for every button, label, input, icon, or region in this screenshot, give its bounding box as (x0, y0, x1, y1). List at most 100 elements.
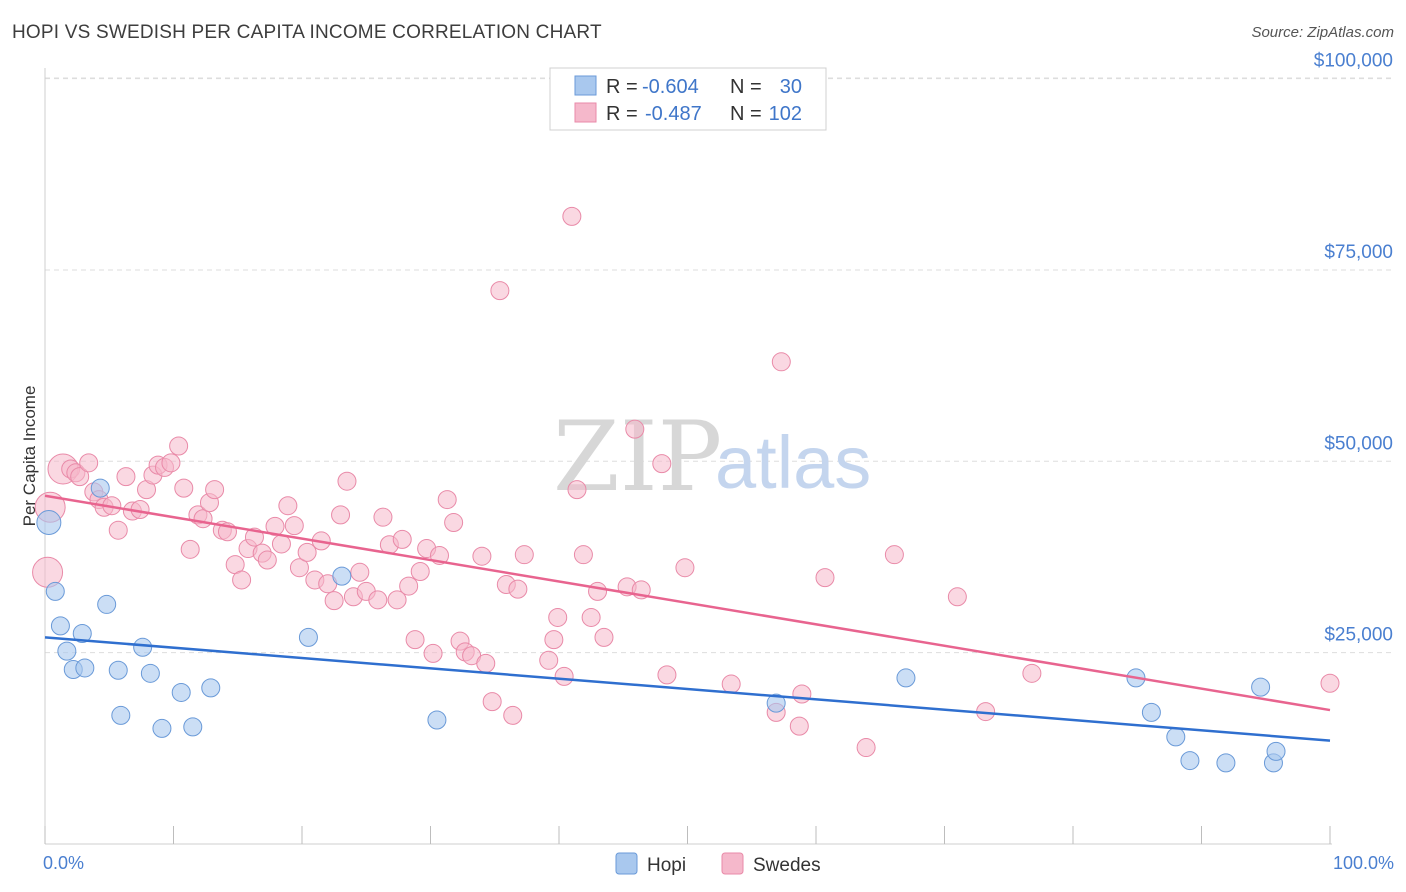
point-swedes (1022, 663, 1042, 683)
y-tick-label: $50,000 (1324, 433, 1393, 454)
point-swedes (567, 480, 587, 500)
point-swedes (284, 516, 304, 536)
point-swedes (490, 281, 510, 301)
point-hopi (111, 705, 131, 725)
point-swedes (232, 570, 252, 590)
series-hopi-points (36, 478, 1286, 773)
point-hopi (108, 660, 128, 680)
bottom-legend-label-swedes: Swedes (753, 855, 821, 876)
point-swedes (205, 480, 225, 500)
point-swedes (70, 467, 90, 487)
point-swedes (721, 674, 741, 694)
point-swedes (271, 534, 291, 554)
point-swedes (373, 507, 393, 527)
point-swedes (331, 505, 351, 525)
point-swedes (368, 590, 388, 610)
watermark-atlas: atlas (715, 421, 871, 504)
legend-n-value-swedes: 102 (769, 103, 802, 125)
point-swedes (324, 591, 344, 611)
series-legend: Hopi Swedes (615, 852, 821, 876)
point-hopi (50, 616, 70, 636)
x-tick-label-max: 100.0% (1333, 853, 1394, 873)
legend-swatch-hopi (574, 75, 597, 96)
point-hopi (152, 718, 172, 738)
point-swedes (594, 627, 614, 647)
point-hopi (427, 710, 447, 730)
point-hopi (1216, 753, 1236, 773)
point-swedes (554, 666, 574, 686)
bottom-legend-swatch-hopi (615, 852, 638, 875)
point-hopi (97, 594, 117, 614)
trendline-hopi (44, 636, 1331, 742)
point-swedes (588, 581, 608, 601)
legend-r-value-swedes: -0.487 (645, 103, 702, 125)
point-swedes (652, 454, 672, 474)
point-swedes (789, 716, 809, 736)
point-swedes (297, 542, 317, 562)
point-swedes (482, 692, 502, 712)
point-swedes (625, 419, 645, 439)
point-hopi (896, 668, 916, 688)
point-swedes (947, 587, 967, 607)
point-swedes (675, 558, 695, 578)
point-swedes (161, 453, 181, 473)
point-hopi (183, 717, 203, 737)
point-hopi (90, 478, 110, 498)
point-swedes (423, 643, 443, 663)
y-tick-label: $75,000 (1324, 242, 1393, 263)
point-swedes (116, 467, 136, 487)
point-swedes (503, 705, 523, 725)
point-swedes (508, 579, 528, 599)
point-hopi (36, 510, 62, 536)
axes (44, 68, 1332, 845)
point-hopi (57, 641, 77, 661)
point-swedes (792, 684, 812, 704)
point-swedes (1320, 673, 1340, 693)
point-swedes (544, 630, 564, 650)
point-swedes (337, 471, 357, 491)
point-swedes (405, 630, 425, 650)
point-swedes (79, 453, 99, 473)
point-swedes (108, 520, 128, 540)
point-hopi (332, 566, 352, 586)
point-hopi (1266, 741, 1286, 761)
point-hopi (72, 624, 92, 644)
series-swedes-points (32, 206, 1340, 758)
point-swedes (657, 665, 677, 685)
point-swedes (392, 529, 412, 549)
point-swedes (815, 568, 835, 588)
point-hopi (1251, 677, 1271, 697)
point-swedes (180, 539, 200, 559)
point-swedes (476, 653, 496, 673)
point-hopi (298, 627, 318, 647)
point-hopi (1141, 702, 1161, 722)
point-hopi (201, 678, 221, 698)
source-label: Source: ZipAtlas.com (1251, 24, 1394, 41)
trendlines (44, 494, 1331, 742)
bottom-legend-swatch-swedes (721, 852, 744, 875)
x-ticks (44, 826, 1331, 844)
bottom-legend-label-hopi: Hopi (647, 855, 686, 876)
point-swedes (174, 478, 194, 498)
y-axis-label: Per Capita Income (20, 386, 39, 527)
point-swedes (573, 545, 593, 565)
point-swedes (437, 490, 457, 510)
point-swedes (884, 545, 904, 565)
point-hopi (133, 637, 153, 657)
point-swedes (387, 590, 407, 610)
point-hopi (140, 663, 160, 683)
legend-n-value-hopi: 30 (780, 76, 802, 98)
point-swedes (548, 607, 568, 627)
point-hopi (1166, 727, 1186, 747)
legend-r-label-hopi: R = (606, 76, 638, 98)
point-swedes (856, 738, 876, 758)
legend-r-label-swedes: R = (606, 103, 638, 125)
point-hopi (75, 658, 95, 678)
point-swedes (562, 206, 582, 226)
x-tick-label-min: 0.0% (43, 853, 84, 873)
gridlines (45, 77, 1392, 654)
legend-r-value-hopi: -0.604 (642, 76, 699, 98)
correlation-legend: R = -0.604 N = 30 R = -0.487 N = 102 (549, 67, 827, 131)
point-swedes (257, 550, 277, 570)
